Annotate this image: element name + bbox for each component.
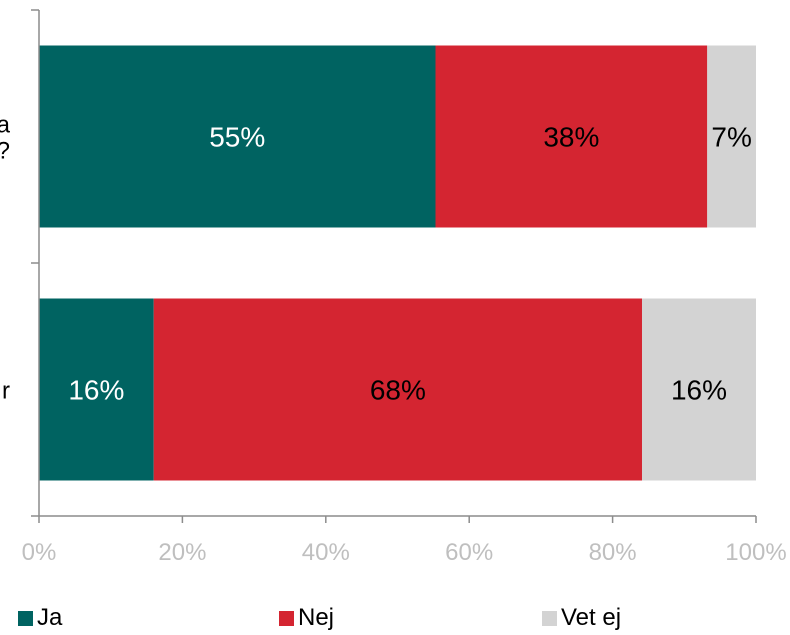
legend-swatch-ja — [18, 610, 33, 626]
x-tick-label: 40% — [302, 539, 350, 566]
bar-label-vet-ej-0: 7% — [711, 122, 751, 153]
bar-label-ja-1: 16% — [68, 375, 124, 406]
x-tick-label: 0% — [22, 539, 57, 566]
legend-swatch-nej — [279, 610, 294, 626]
bar-segment-ja-1 — [39, 298, 154, 481]
legend-item-ja: Ja — [18, 604, 62, 632]
legend-label-nej: Nej — [298, 604, 335, 631]
bar-segment-vet-ej-0 — [707, 45, 756, 228]
bar-segment-vet-ej-1 — [641, 298, 756, 481]
category-label-0: a? — [0, 112, 11, 165]
x-tick-label: 100% — [725, 539, 786, 566]
bars-group — [39, 45, 756, 481]
category-label-1: r — [2, 378, 10, 405]
bar-label-nej-0: 38% — [543, 122, 599, 153]
bar-label-ja-0: 55% — [209, 122, 265, 153]
axes-group: 0% 20% 40% 60% 80% 100% — [22, 9, 787, 566]
legend-label-vet-ej: Vet ej — [561, 604, 622, 631]
legend-label-ja: Ja — [37, 604, 63, 631]
bar-label-nej-1: 68% — [370, 375, 426, 406]
x-tick-label: 20% — [158, 539, 206, 566]
x-tick-label: 60% — [445, 539, 493, 566]
bar-segment-nej-0 — [435, 45, 708, 228]
category-labels-group: a? r — [0, 112, 11, 405]
legend-swatch-vet-ej — [542, 610, 557, 626]
bar-label-vet-ej-1: 16% — [671, 375, 727, 406]
bar-labels-group: 55% 38% 7% 16% 68% 16% — [68, 122, 752, 406]
x-tick-label: 80% — [589, 539, 637, 566]
legend-item-nej: Nej — [279, 604, 334, 632]
legend: Ja Nej Vet ej — [0, 604, 790, 634]
bar-segment-ja-0 — [39, 45, 436, 228]
bar-segment-nej-1 — [153, 298, 642, 481]
legend-item-vet-ej: Vet ej — [542, 604, 621, 632]
